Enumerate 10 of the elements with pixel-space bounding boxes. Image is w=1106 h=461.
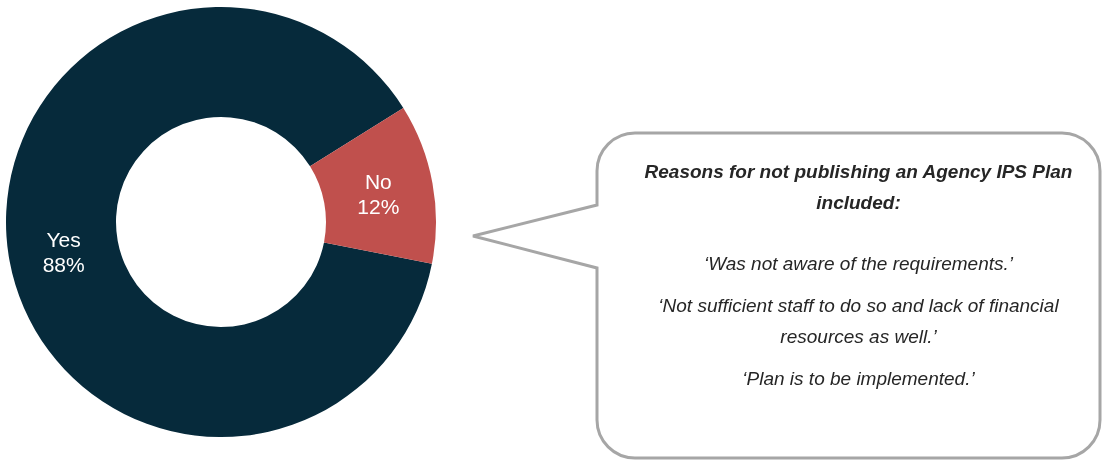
donut-slice: [310, 108, 436, 264]
donut-slice: [6, 7, 432, 437]
data-label: 12%: [357, 195, 400, 219]
text: ‘Was not aware of the requirements.’: [703, 253, 1014, 274]
data-label: 88%: [42, 252, 85, 276]
text: ‘Plan is to be implemented.’: [742, 368, 976, 389]
text: ‘Not sufficient staff to do so and lack of financial resources as well.’: [658, 295, 1060, 347]
text: Reasons for not publishing an Agency IPS Plan included:: [644, 161, 1073, 213]
slice-label: No: [364, 169, 392, 193]
slice-label: Yes: [46, 227, 81, 251]
